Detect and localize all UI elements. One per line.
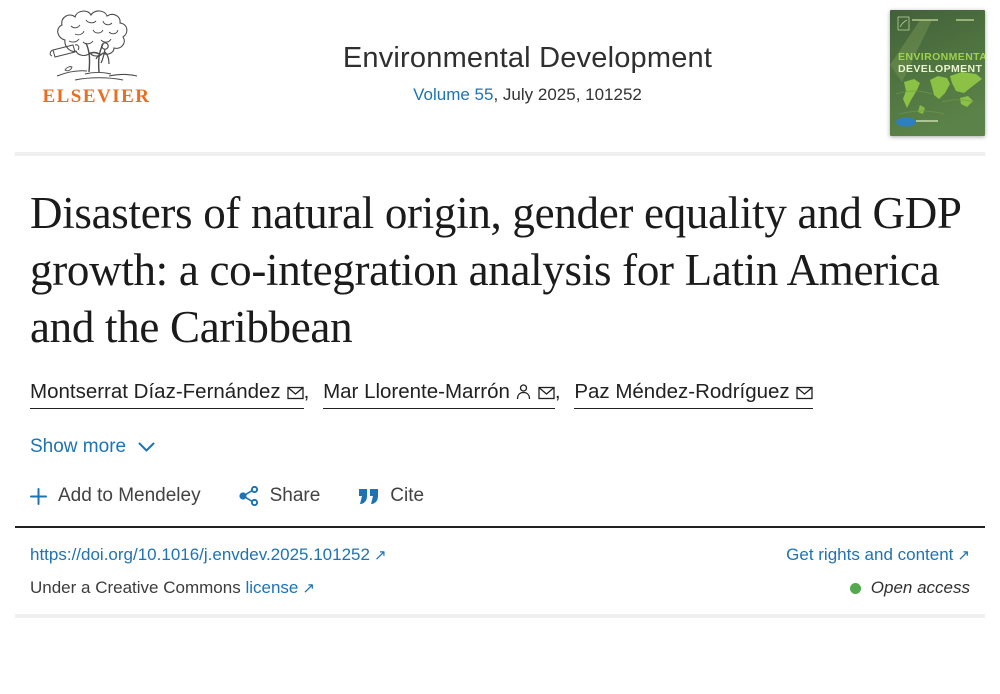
cover-title-line2: DEVELOPMENT: [898, 63, 983, 75]
elsevier-tree-icon: [49, 10, 137, 81]
chevron-down-icon: [138, 442, 155, 451]
author-list: Montserrat Díaz-Fernández, Mar Llorente-…: [30, 380, 970, 409]
section-divider-dark: [15, 526, 985, 528]
add-to-mendeley-label: Add to Mendeley: [58, 485, 201, 506]
volume-issue-line: Volume 55, July 2025, 101252: [165, 85, 890, 105]
plus-icon: [30, 487, 47, 505]
elsevier-wordmark: ELSEVIER: [42, 86, 151, 107]
doi-row: https://doi.org/10.1016/j.envdev.2025.10…: [30, 545, 970, 565]
license-link-text: license: [245, 578, 299, 597]
open-access-dot-icon: [849, 582, 861, 594]
cite-button[interactable]: Cite: [358, 485, 424, 507]
license-prefix: Under a Creative Commons: [30, 578, 241, 597]
cover-title-line1: ENVIRONMENTAL: [898, 51, 985, 63]
journal-title-link[interactable]: Environmental Development: [342, 42, 713, 74]
volume-link[interactable]: Volume 55: [413, 85, 494, 104]
header-divider: [15, 152, 985, 156]
open-access-label: Open access: [870, 578, 970, 597]
external-link-icon: ↗: [373, 547, 387, 564]
cite-label: Cite: [390, 485, 425, 506]
author-name: Montserrat Díaz-Fernández: [30, 380, 281, 403]
share-label: Share: [269, 485, 321, 506]
article-header-page: ELSEVIER Environmental Development Volum…: [15, 0, 994, 618]
author-link-3[interactable]: Paz Méndez-Rodríguez: [574, 380, 813, 409]
journal-header: ELSEVIER Environmental Development Volum…: [15, 0, 994, 152]
share-button[interactable]: Share: [238, 485, 321, 507]
elsevier-logo[interactable]: ELSEVIER: [15, 10, 165, 108]
license-link[interactable]: license ↗: [245, 578, 315, 597]
journal-title-block: Environmental Development Volume 55, Jul…: [165, 10, 890, 105]
show-more-label: Show more: [30, 436, 127, 457]
get-rights-link[interactable]: Get rights and content ↗: [786, 545, 970, 565]
journal-cover-thumbnail[interactable]: ENVIRONMENTAL DEVELOPMENT: [890, 10, 994, 141]
envelope-icon: [287, 386, 304, 400]
quote-icon: [359, 488, 379, 504]
author-name: Mar Llorente-Marrón: [323, 380, 510, 403]
open-access-badge: Open access: [849, 578, 970, 598]
issue-info: , July 2025, 101252: [493, 85, 642, 104]
rights-text: Get rights and content: [786, 545, 954, 564]
author-link-1[interactable]: Montserrat Díaz-Fernández: [30, 380, 304, 409]
author-link-2[interactable]: Mar Llorente-Marrón: [323, 380, 555, 409]
envelope-icon: [796, 386, 813, 400]
show-more-button[interactable]: Show more: [30, 436, 155, 458]
author-name: Paz Méndez-Rodríguez: [574, 380, 790, 403]
doi-link[interactable]: https://doi.org/10.1016/j.envdev.2025.10…: [30, 545, 387, 565]
external-link-icon: ↗: [957, 547, 970, 564]
article-title: Disasters of natural origin, gender equa…: [30, 188, 960, 352]
author-separator: ,: [554, 380, 561, 403]
envelope-icon: [538, 386, 555, 400]
doi-text: https://doi.org/10.1016/j.envdev.2025.10…: [30, 545, 370, 564]
action-toolbar: Add to Mendeley Share Cite: [30, 485, 970, 507]
footer-divider: [15, 614, 985, 618]
person-icon: [516, 384, 531, 400]
author-separator: ,: [303, 380, 310, 403]
external-link-icon: ↗: [302, 580, 315, 597]
share-icon: [238, 486, 258, 506]
license-statement: Under a Creative Commons license ↗: [30, 578, 315, 598]
license-row: Under a Creative Commons license ↗ Open a…: [30, 578, 970, 598]
add-to-mendeley-button[interactable]: Add to Mendeley: [30, 485, 201, 507]
